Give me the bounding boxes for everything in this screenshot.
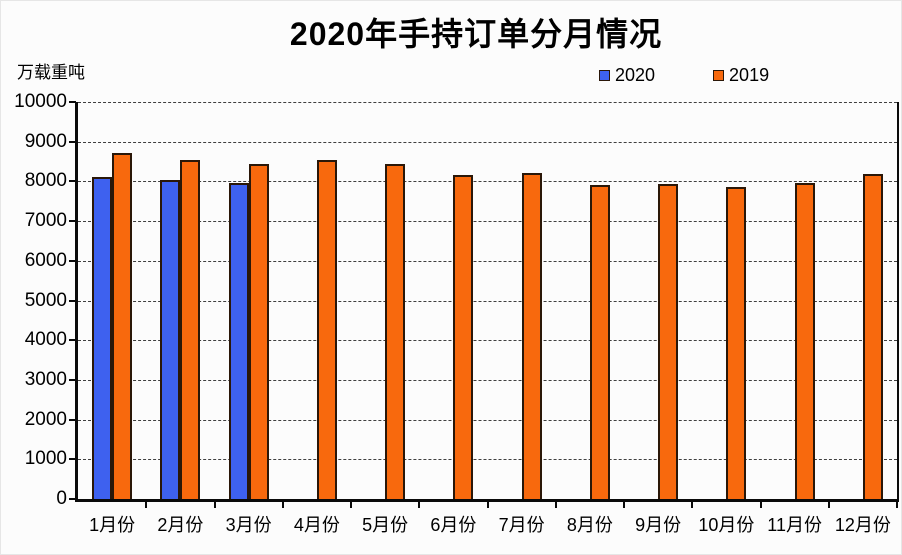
x-tick-label-6月份: 6月份 bbox=[430, 515, 477, 535]
x-tick-mark bbox=[896, 502, 898, 508]
y-tick-label-1000: 1000 bbox=[24, 448, 67, 470]
bar-2019-5月份 bbox=[385, 163, 406, 499]
x-tick-label-5月份: 5月份 bbox=[362, 515, 409, 535]
gridline-7000 bbox=[78, 221, 897, 223]
y-tick-mark bbox=[69, 339, 76, 342]
legend-item-2019: 2019 bbox=[713, 65, 769, 86]
y-tick-mark bbox=[69, 101, 76, 103]
bar-2019-12月份 bbox=[862, 174, 883, 499]
bar-2020-2月份 bbox=[160, 180, 181, 499]
y-tick-label-10000: 10000 bbox=[14, 91, 67, 112]
legend-label-2019: 2019 bbox=[729, 65, 770, 85]
x-tick-label-3月份: 3月份 bbox=[225, 515, 272, 535]
x-tick-mark bbox=[554, 502, 557, 508]
bar-2019-9月份 bbox=[658, 183, 679, 499]
bar-2020-3月份 bbox=[228, 183, 249, 499]
gridline-2000 bbox=[78, 419, 897, 421]
x-tick-mark bbox=[145, 502, 148, 508]
legend-item-2020: 2020 bbox=[599, 65, 655, 86]
x-tick-label-4月份: 4月份 bbox=[293, 515, 340, 535]
y-tick-mark bbox=[69, 299, 76, 302]
gridline-6000 bbox=[78, 260, 897, 262]
y-tick-mark bbox=[69, 498, 76, 500]
bar-2020-1月份 bbox=[92, 177, 113, 499]
x-tick-mark bbox=[827, 502, 830, 508]
bar-2019-6月份 bbox=[453, 174, 474, 499]
gridline-5000 bbox=[78, 300, 897, 302]
x-tick-label-8月份: 8月份 bbox=[566, 515, 613, 535]
gridline-10000 bbox=[78, 102, 897, 103]
bar-2019-3月份 bbox=[248, 164, 269, 499]
x-tick-label-11月份: 11月份 bbox=[767, 515, 822, 535]
x-tick-label-2月份: 2月份 bbox=[157, 515, 204, 535]
x-tick-label-1月份: 1月份 bbox=[89, 515, 136, 535]
gridline-1000 bbox=[78, 459, 897, 461]
x-tick-mark bbox=[691, 502, 694, 508]
legend-label-2020: 2020 bbox=[615, 65, 656, 85]
bar-2019-2月份 bbox=[180, 160, 201, 499]
gridline-8000 bbox=[78, 181, 897, 183]
y-tick-label-2000: 2000 bbox=[24, 408, 67, 430]
bar-2019-11月份 bbox=[794, 183, 815, 499]
y-tick-mark bbox=[69, 418, 76, 421]
x-tick-label-12月份: 12月份 bbox=[834, 515, 891, 535]
x-tick-mark bbox=[759, 502, 762, 508]
x-tick-mark bbox=[418, 502, 421, 508]
y-tick-label-4000: 4000 bbox=[24, 329, 67, 351]
x-tick-label-9月份: 9月份 bbox=[635, 515, 682, 535]
gridline-3000 bbox=[78, 379, 897, 381]
x-tick-label-10月份: 10月份 bbox=[698, 515, 755, 535]
gridline-4000 bbox=[78, 340, 897, 342]
bar-2019-8月份 bbox=[589, 185, 610, 499]
x-tick-mark bbox=[486, 502, 489, 508]
bar-2019-7月份 bbox=[521, 173, 542, 499]
x-tick-mark bbox=[281, 502, 284, 508]
x-tick-mark bbox=[623, 502, 625, 508]
bar-2019-4月份 bbox=[316, 159, 337, 499]
y-tick-label-9000: 9000 bbox=[24, 130, 67, 152]
y-tick-label-5000: 5000 bbox=[24, 289, 67, 311]
plot-area bbox=[75, 102, 899, 502]
x-tick-mark bbox=[350, 502, 352, 508]
chart-title: 2020年手持订单分月情况 bbox=[289, 16, 663, 52]
y-tick-mark bbox=[69, 180, 76, 183]
y-tick-mark bbox=[69, 378, 76, 381]
y-tick-mark bbox=[69, 259, 76, 262]
y-tick-mark bbox=[69, 140, 76, 143]
y-tick-label-3000: 3000 bbox=[24, 368, 67, 390]
x-tick-mark bbox=[213, 502, 216, 508]
legend: 2020 2019 bbox=[599, 65, 769, 86]
y-tick-label-8000: 8000 bbox=[24, 170, 67, 192]
legend-swatch-2020-icon bbox=[599, 70, 610, 81]
y-tick-mark bbox=[69, 458, 76, 461]
y-tick-label-7000: 7000 bbox=[24, 210, 67, 232]
y-tick-mark bbox=[69, 220, 76, 223]
bar-2019-10月份 bbox=[726, 186, 747, 499]
gridline-9000 bbox=[78, 141, 897, 143]
x-tick-label-7月份: 7月份 bbox=[498, 515, 545, 535]
y-axis-unit-label: 万载重吨 bbox=[17, 63, 85, 82]
y-tick-label-0: 0 bbox=[56, 488, 67, 509]
legend-swatch-2019-icon bbox=[713, 70, 725, 81]
y-tick-label-6000: 6000 bbox=[24, 249, 67, 271]
bar-2019-1月份 bbox=[112, 152, 133, 499]
